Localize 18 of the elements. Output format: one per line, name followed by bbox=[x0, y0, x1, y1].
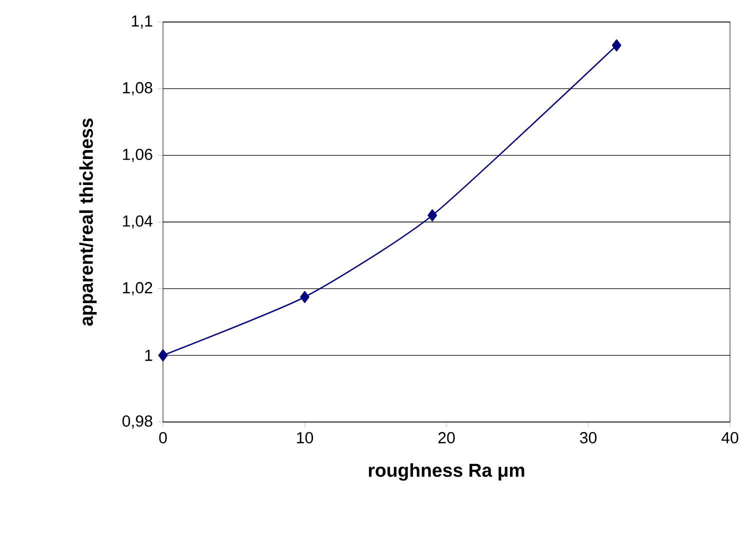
y-axis-title: apparent/real thickness bbox=[79, 118, 97, 326]
y-tick-label: 1,1 bbox=[132, 15, 152, 29]
point bbox=[300, 290, 310, 303]
x-tick-label: 30 bbox=[580, 432, 597, 444]
x-tick-label: 0 bbox=[159, 432, 167, 444]
y-tick-label: 1,06 bbox=[123, 148, 152, 162]
x-tick-label: 20 bbox=[438, 432, 455, 444]
x-tick-label: 40 bbox=[721, 432, 738, 444]
point bbox=[158, 349, 168, 362]
y-tick-label: 0,98 bbox=[122, 415, 152, 429]
x-axis-title: roughness Ra μm bbox=[368, 463, 524, 481]
y-tick-label: 1,02 bbox=[123, 282, 152, 296]
x-tick-label: 10 bbox=[297, 432, 314, 444]
y-tick-label: 1 bbox=[145, 350, 152, 361]
y-tick-label: 1,04 bbox=[123, 215, 152, 229]
y-tick-label: 1,08 bbox=[123, 82, 152, 96]
point bbox=[428, 209, 437, 222]
point bbox=[612, 39, 622, 52]
